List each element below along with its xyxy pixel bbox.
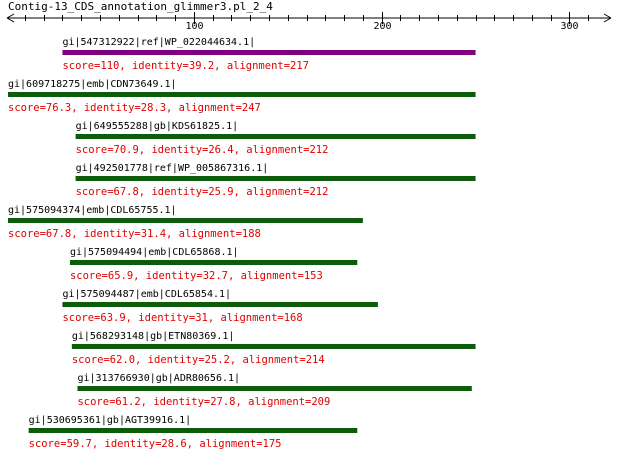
hit-alignment-bar[interactable]	[8, 92, 476, 97]
hit-accession-label[interactable]: gi|609718275|emb|CDN73649.1|	[8, 79, 177, 90]
hit-score-text: score=62.0, identity=25.2, alignment=214	[72, 354, 325, 366]
hit-alignment-bar-best[interactable]	[62, 50, 476, 55]
hit-accession-label[interactable]: gi|492501778|ref|WP_005867316.1|	[76, 163, 269, 174]
hit-score-text: score=110, identity=39.2, alignment=217	[62, 60, 309, 72]
hit-accession-label[interactable]: gi|568293148|gb|ETN80369.1|	[72, 331, 235, 342]
hit-row[interactable]: gi|530695361|gb|AGT39916.1| score=59.7, i…	[28, 415, 358, 450]
ruler-left-arrow-icon	[6, 13, 15, 23]
hit-score-text: score=67.8, identity=31.4, alignment=188	[8, 228, 261, 240]
hit-row[interactable]: gi|609718275|emb|CDN73649.1| score=76.3, …	[8, 79, 476, 114]
hit-score-text: score=76.3, identity=28.3, alignment=247	[8, 102, 261, 114]
hit-accession-label[interactable]: gi|575094374|emb|CDL65755.1|	[8, 205, 177, 216]
hit-row[interactable]: gi|575094494|emb|CDL65868.1| score=65.9, …	[69, 247, 358, 282]
hit-row[interactable]: gi|547312922|ref|WP_022044634.1| score=11…	[62, 37, 476, 72]
hit-alignment-bar[interactable]	[71, 344, 476, 349]
hit-row[interactable]: gi|575094487|emb|CDL65854.1| score=63.9, …	[62, 289, 378, 324]
hit-score-text: score=61.2, identity=27.8, alignment=209	[77, 396, 330, 408]
hit-alignment-bar[interactable]	[28, 428, 358, 433]
hit-score-text: score=70.9, identity=26.4, alignment=212	[76, 144, 329, 156]
hit-accession-label[interactable]: gi|530695361|gb|AGT39916.1|	[29, 415, 192, 426]
hit-list: gi|547312922|ref|WP_022044634.1| score=11…	[8, 37, 476, 450]
ruler-tick-label: 200	[373, 21, 391, 32]
hit-accession-label[interactable]: gi|649555288|gb|KDS61825.1|	[76, 121, 239, 132]
hit-row[interactable]: gi|313766930|gb|ADR80656.1| score=61.2, i…	[77, 373, 472, 408]
hit-alignment-bar[interactable]	[62, 302, 378, 307]
ruler-tick-label: 300	[560, 21, 578, 32]
hit-row[interactable]: gi|568293148|gb|ETN80369.1| score=62.0, i…	[71, 331, 476, 366]
hit-accession-label[interactable]: gi|313766930|gb|ADR80656.1|	[77, 373, 240, 384]
hit-alignment-bar[interactable]	[77, 386, 472, 391]
hit-accession-label[interactable]: gi|575094494|emb|CDL65868.1|	[70, 247, 239, 258]
hit-accession-label[interactable]: gi|547312922|ref|WP_022044634.1|	[62, 37, 255, 48]
ruler-right-arrow-icon	[603, 13, 612, 23]
hit-alignment-bar[interactable]	[75, 176, 476, 181]
hit-score-text: score=67.8, identity=25.9, alignment=212	[76, 186, 329, 198]
hit-accession-label[interactable]: gi|575094487|emb|CDL65854.1|	[62, 289, 231, 300]
hit-score-text: score=59.7, identity=28.6, alignment=175	[29, 438, 282, 450]
hit-score-text: score=63.9, identity=31, alignment=168	[62, 312, 302, 324]
hit-row[interactable]: gi|575094374|emb|CDL65755.1| score=67.8, …	[8, 205, 363, 240]
hit-row[interactable]: gi|649555288|gb|KDS61825.1| score=70.9, i…	[75, 121, 476, 156]
ruler-tick-label: 100	[185, 21, 203, 32]
hit-alignment-bar[interactable]	[75, 134, 476, 139]
hit-alignment-bar[interactable]	[8, 218, 363, 223]
sequence-ruler: 100 200 300	[6, 12, 612, 32]
hit-alignment-bar[interactable]	[69, 260, 358, 265]
diagram-title: Contig-13_CDS_annotation_glimmer3.pl_2_4	[8, 0, 273, 13]
hit-row[interactable]: gi|492501778|ref|WP_005867316.1| score=67…	[75, 163, 476, 198]
hit-score-text: score=65.9, identity=32.7, alignment=153	[70, 270, 323, 282]
ruler-ticks: 100 200 300	[25, 12, 589, 32]
